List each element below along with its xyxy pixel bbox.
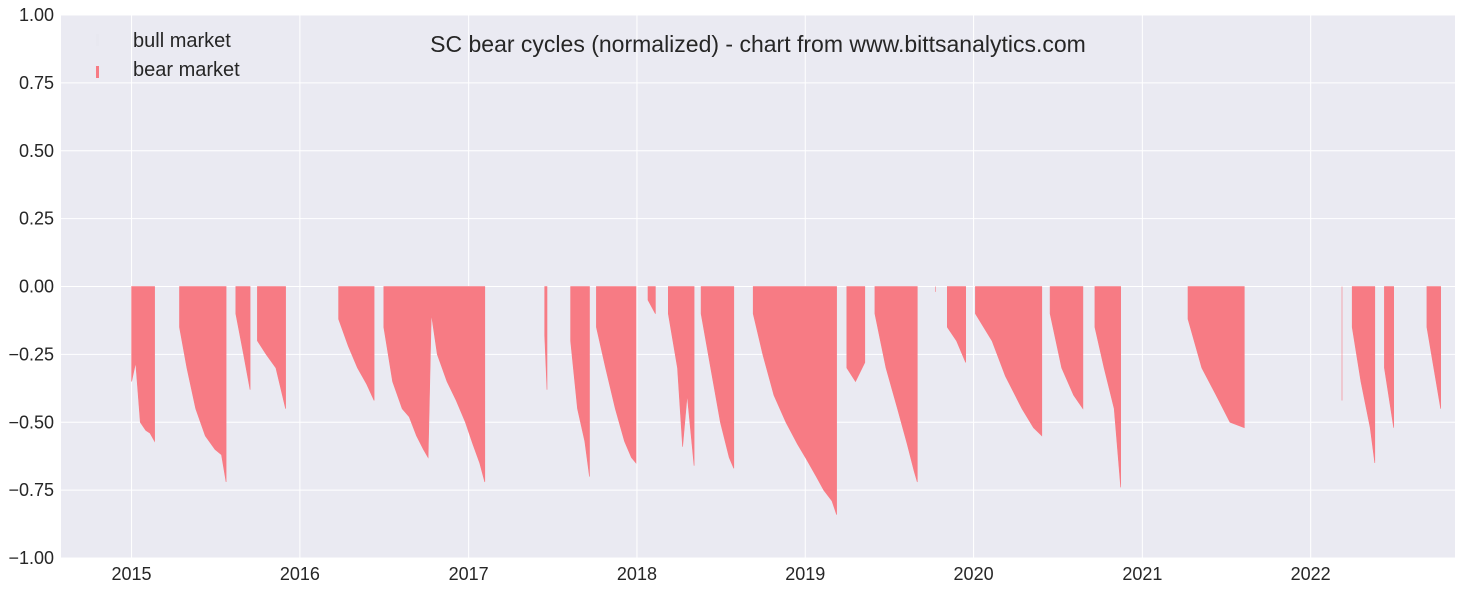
y-axis-ticks: 1.00 0.75 0.50 0.25 0.00 −0.25 −0.50 −0.75 −1.00 <box>8 5 54 568</box>
legend-swatch-bull <box>96 34 99 46</box>
bear-market-area <box>647 286 656 314</box>
bear-market-area <box>752 286 837 515</box>
y-tick-label: 0.50 <box>19 141 54 161</box>
chart-title: SC bear cycles (normalized) - chart from… <box>430 31 1086 57</box>
y-tick-label: 0.25 <box>19 209 54 229</box>
x-tick-label: 2017 <box>449 564 489 584</box>
y-tick-label: 0.75 <box>19 73 54 93</box>
bear-market-area <box>1094 286 1121 488</box>
bear-market-area <box>179 286 227 483</box>
x-tick-label: 2015 <box>112 564 152 584</box>
bear-market-area <box>874 286 918 483</box>
bear-market-area <box>975 286 1043 437</box>
bear-market-area <box>131 286 155 443</box>
bear-market-area <box>235 286 251 390</box>
y-tick-label: −0.75 <box>8 480 54 500</box>
bear-market-areas <box>131 286 1441 515</box>
bear-market-area <box>570 286 590 477</box>
legend-swatch-bear <box>96 66 99 78</box>
y-tick-label: −1.00 <box>8 548 54 568</box>
legend-label-bear: bear market <box>133 59 240 81</box>
x-axis-ticks: 2015 2016 2017 2018 2019 2020 2021 2022 <box>112 564 1331 584</box>
bear-market-area <box>544 286 548 390</box>
y-tick-label: 1.00 <box>19 5 54 25</box>
bear-market-area <box>1426 286 1441 409</box>
bear-market-area <box>596 286 637 464</box>
x-tick-label: 2016 <box>280 564 320 584</box>
bear-market-area <box>1384 286 1394 428</box>
y-tick-label: 0.00 <box>19 277 54 297</box>
bear-market-area <box>1187 286 1245 429</box>
legend: bull market bear market <box>96 30 240 81</box>
x-tick-label: 2020 <box>954 564 994 584</box>
y-tick-label: −0.25 <box>8 344 54 364</box>
bear-market-area <box>700 286 735 469</box>
bear-market-area <box>1351 286 1376 464</box>
bear-market-area <box>257 286 286 409</box>
bear-market-area <box>846 286 866 383</box>
x-tick-label: 2022 <box>1291 564 1331 584</box>
legend-label-bull: bull market <box>133 30 231 52</box>
x-tick-label: 2021 <box>1122 564 1162 584</box>
bear-market-area <box>947 286 966 363</box>
x-tick-label: 2018 <box>617 564 657 584</box>
x-tick-label: 2019 <box>785 564 825 584</box>
y-tick-label: −0.50 <box>8 412 54 432</box>
bear-market-area <box>338 286 375 401</box>
bear-market-area <box>1049 286 1084 410</box>
bear-market-area <box>668 286 695 466</box>
bear-market-area <box>383 286 486 483</box>
